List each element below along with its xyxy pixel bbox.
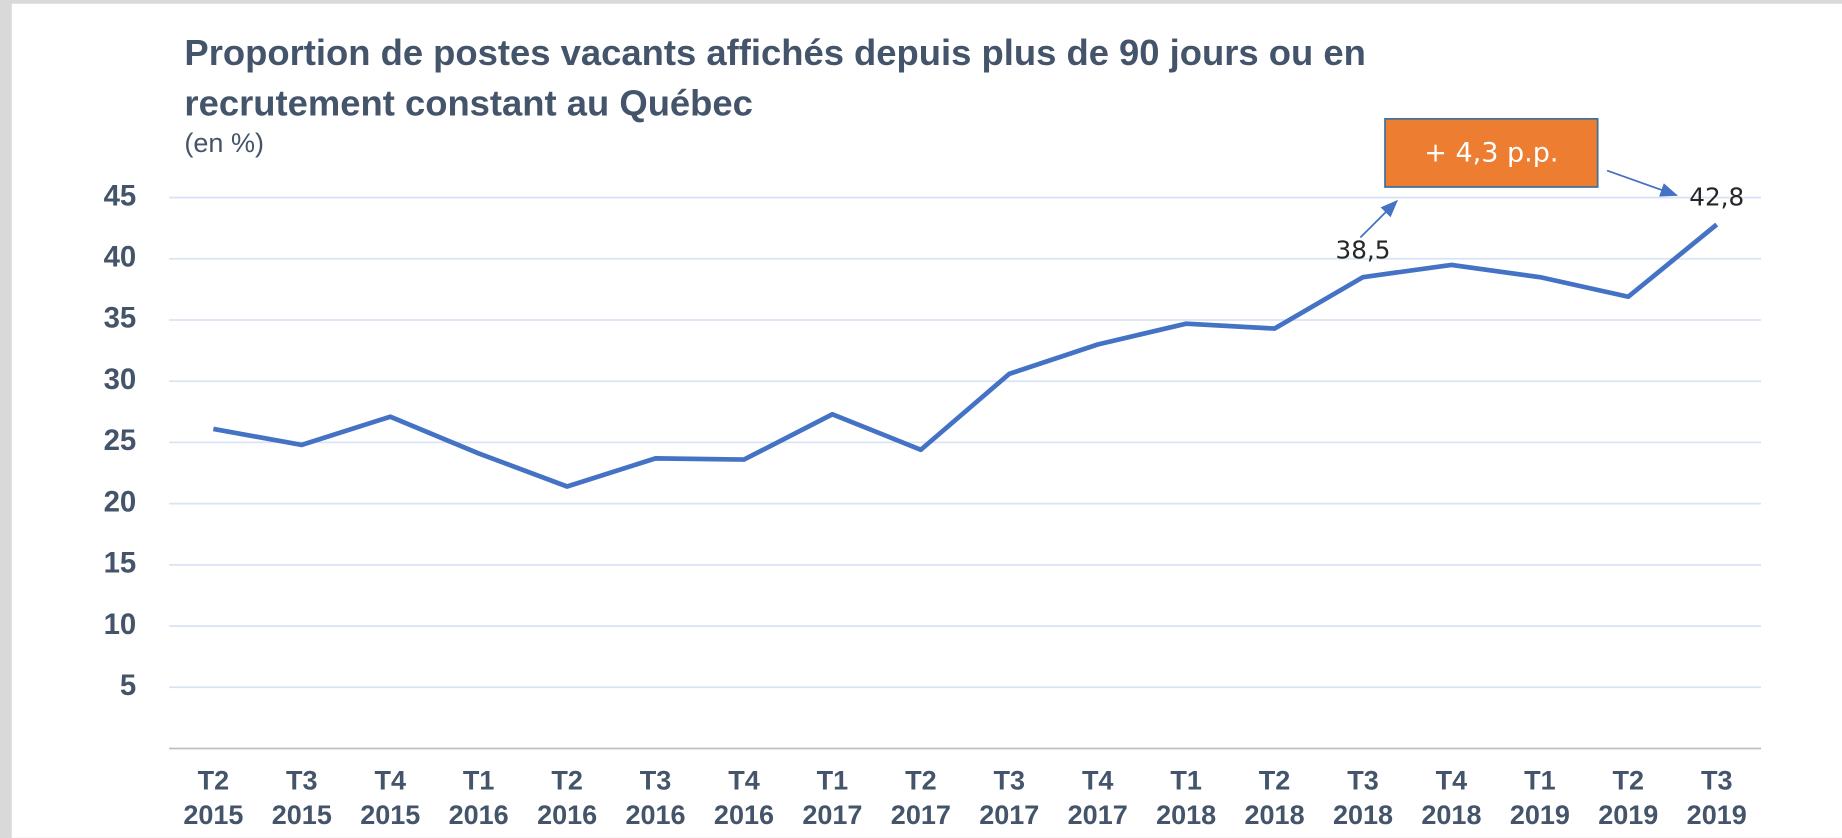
x-tick-label: 2016	[626, 800, 686, 830]
x-tick-label: 2018	[1421, 800, 1481, 830]
x-tick-label: 2016	[537, 800, 597, 830]
x-tick-label: 2017	[891, 800, 951, 830]
x-tick-label: T1	[1170, 766, 1202, 796]
y-tick-label: 15	[104, 547, 137, 580]
x-tick-label: T2	[905, 766, 937, 796]
x-tick-label: 2019	[1598, 800, 1658, 830]
x-tick-label: T3	[286, 766, 318, 796]
y-tick-label: 25	[104, 424, 137, 457]
y-tick-label: 45	[104, 179, 137, 212]
x-tick-label: T1	[1524, 766, 1556, 796]
x-tick-label: T4	[1436, 766, 1468, 796]
x-tick-label: 2017	[979, 800, 1039, 830]
data-label: 38,5	[1336, 235, 1391, 264]
x-tick-label: T2	[198, 766, 230, 796]
x-tick-label: T3	[994, 766, 1026, 796]
x-tick-label: 2017	[1068, 800, 1128, 830]
x-tick-label: 2018	[1245, 800, 1305, 830]
x-tick-label: T2	[1613, 766, 1645, 796]
x-tick-label: 2015	[360, 800, 420, 830]
annotation-box	[1384, 117, 1599, 188]
x-tick-label: 2015	[272, 800, 332, 830]
x-tick-label: T3	[640, 766, 672, 796]
x-tick-label: 2017	[802, 800, 862, 830]
y-tick-label: 35	[104, 302, 137, 335]
y-tick-label: 20	[104, 485, 137, 518]
x-tick-label: 2016	[714, 800, 774, 830]
line	[212, 222, 1719, 489]
x-tick-label: T4	[728, 766, 760, 796]
x-tick-label: 2018	[1156, 800, 1216, 830]
y-tick-label: 5	[120, 669, 136, 702]
x-tick-label: T4	[374, 766, 406, 796]
x-tick-label: 2019	[1687, 800, 1747, 830]
y-tick-label: 40	[104, 241, 137, 274]
x-tick-label: T1	[463, 766, 495, 796]
x-tick-label: T1	[817, 766, 849, 796]
x-tick-label: T2	[1259, 766, 1291, 796]
data-label: 42,8	[1689, 183, 1744, 212]
subtitle: (en %)	[184, 128, 264, 158]
x-tick-label: 2019	[1510, 800, 1570, 830]
x-tick-label: 2016	[449, 800, 509, 830]
x-tick-label: T3	[1347, 766, 1379, 796]
chart-title: Proportion de postes vacants affichés de…	[184, 32, 1365, 73]
x-tick-label: 2015	[183, 800, 243, 830]
y-tick-label: 30	[104, 363, 137, 396]
x-tick-label: T3	[1701, 766, 1733, 796]
x-tick-label: T2	[551, 766, 583, 796]
annotation: + 4,3 p.p.	[1424, 138, 1558, 169]
x-tick-label: 2018	[1333, 800, 1393, 830]
y-tick-label: 10	[104, 608, 137, 641]
arrow	[1606, 169, 1679, 197]
x-tick-label: T4	[1082, 766, 1114, 796]
chart-title: recrutement constant au Québec	[184, 82, 753, 123]
arrow	[1359, 199, 1399, 239]
